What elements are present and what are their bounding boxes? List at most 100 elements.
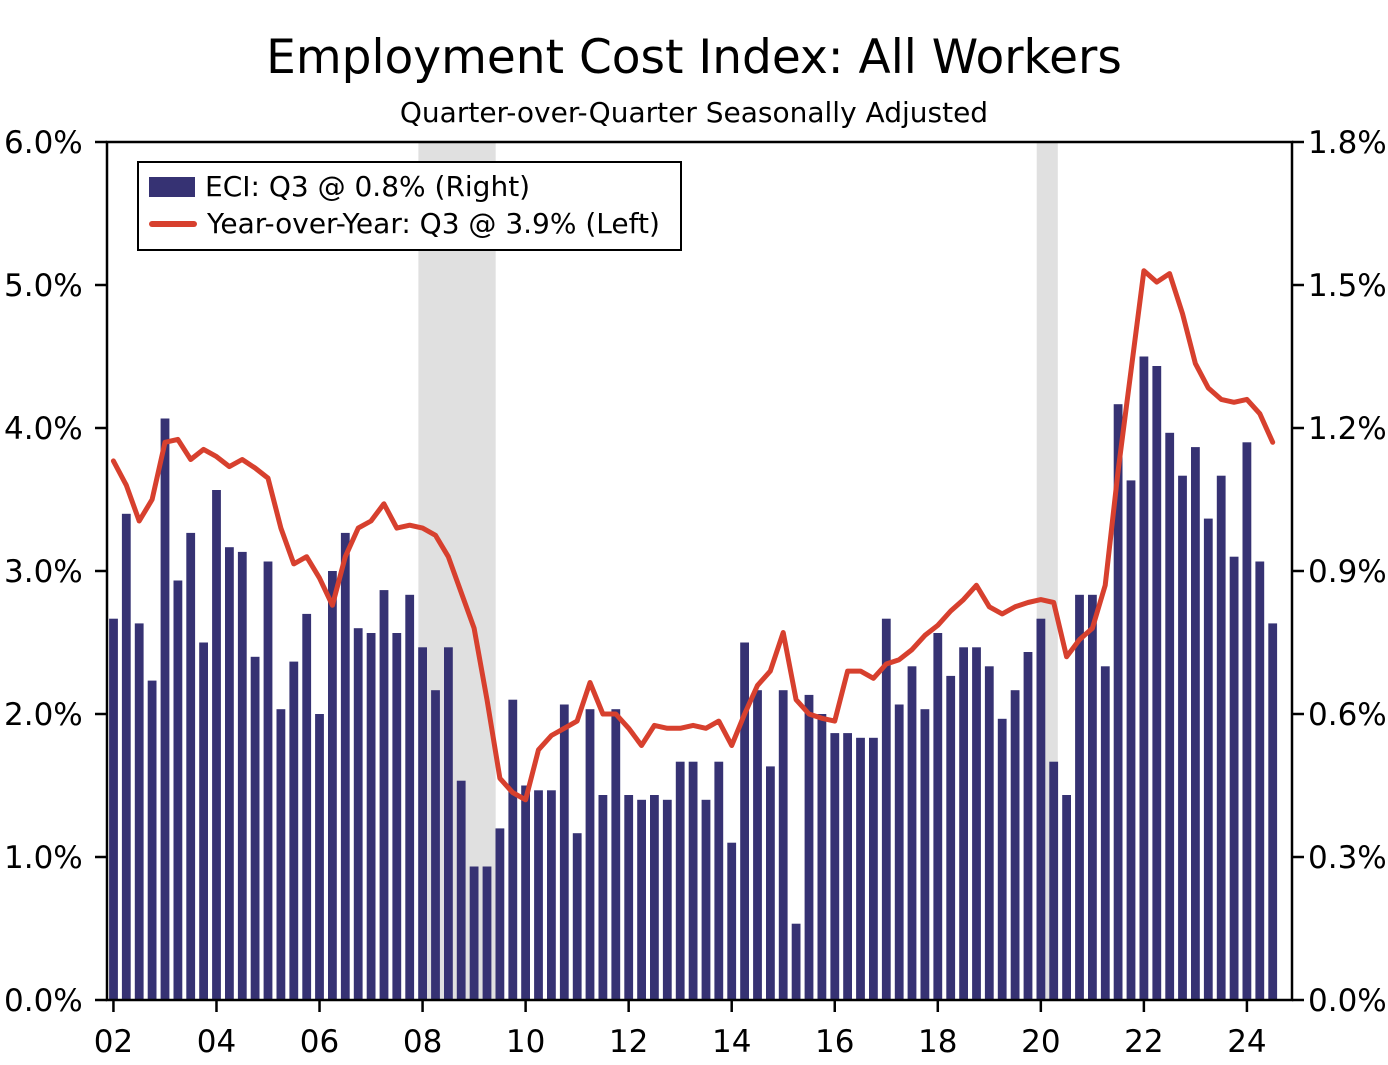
eci-bar (933, 633, 943, 1000)
right-axis-label: 1.8% (1308, 125, 1387, 161)
eci-bar (997, 718, 1007, 1000)
eci-bar (1165, 432, 1175, 1000)
eci-bar (727, 842, 737, 1000)
eci-bar (1113, 404, 1123, 1000)
x-axis-label: 02 (94, 1024, 133, 1060)
eci-bar (559, 704, 569, 1000)
right-axis-label: 0.9% (1308, 554, 1387, 590)
eci-bar (598, 795, 608, 1000)
eci-bar (418, 647, 427, 1000)
eci-bar-swatch-icon (149, 176, 195, 197)
eci-bar (173, 580, 183, 1000)
left-axis-label: 5.0% (4, 268, 83, 304)
left-axis-label: 6.0% (4, 125, 83, 161)
eci-bar (392, 633, 402, 1000)
eci-bar (972, 647, 981, 1000)
eci-bar (984, 666, 994, 1000)
eci-bar (340, 532, 350, 1000)
x-axis-label: 12 (609, 1024, 648, 1060)
eci-bars-group (109, 356, 1278, 1001)
eci-bar (1191, 447, 1200, 1001)
eci-bar (276, 709, 286, 1000)
eci-bar (1036, 618, 1046, 1000)
eci-bar (585, 709, 595, 1000)
eci-bar (199, 642, 208, 1000)
x-axis-label: 16 (815, 1024, 854, 1060)
eci-bar (444, 647, 453, 1000)
eci-bar (1023, 652, 1033, 1000)
eci-bar (1088, 594, 1097, 1000)
eci-bar (637, 799, 646, 1000)
eci-bar (508, 699, 518, 1000)
eci-bar (1075, 594, 1084, 1000)
x-axis-label: 10 (506, 1024, 545, 1060)
eci-bar (186, 532, 196, 1000)
eci-bar (1139, 356, 1149, 1000)
eci-bar (572, 833, 582, 1000)
eci-bar (778, 690, 788, 1000)
eci-bar (431, 690, 440, 1000)
right-axis-label: 0.0% (1308, 983, 1387, 1019)
eci-bar (920, 709, 930, 1000)
eci-bar (405, 594, 415, 1000)
eci-bar (843, 733, 852, 1000)
eci-bar (495, 828, 505, 1000)
x-axis-label: 04 (197, 1024, 236, 1060)
yoy-line (110, 268, 1276, 803)
eci-bar (482, 866, 492, 1000)
x-axis-label: 08 (403, 1024, 442, 1060)
eci-bar (662, 799, 672, 1000)
yoy-legend-label: Year-over-Year: Q3 @ 3.9% (Left) (207, 207, 660, 240)
chart-subtitle: Quarter-over-Quarter Seasonally Adjusted (399, 96, 989, 129)
eci-bar (212, 490, 221, 1000)
eci-bar (1216, 475, 1226, 1000)
eci-bar (830, 733, 840, 1000)
eci-bar (688, 761, 698, 1000)
x-axis-label: 14 (712, 1024, 751, 1060)
eci-bar (766, 766, 775, 1000)
eci-bar (263, 561, 273, 1000)
eci-bar (1126, 480, 1136, 1000)
eci-bar (237, 551, 247, 1000)
legend-item-yoy: Year-over-Year: Q3 @ 3.9% (Left) (149, 207, 660, 240)
x-axis-label: 20 (1021, 1024, 1060, 1060)
eci-bar (1049, 761, 1059, 1000)
eci-bar (353, 628, 363, 1000)
eci-bar (1100, 666, 1110, 1000)
x-axis-label: 18 (918, 1024, 957, 1060)
x-axis-label: 24 (1227, 1024, 1266, 1060)
right-axis-label: 1.5% (1308, 268, 1387, 304)
eci-bar (469, 866, 479, 1000)
left-axis-label: 2.0% (4, 697, 83, 733)
eci-bar (534, 790, 543, 1000)
eci-bar (160, 418, 170, 1000)
eci-bar (134, 623, 144, 1000)
left-axis-label: 3.0% (4, 554, 83, 590)
eci-bar (366, 633, 376, 1000)
eci-bar (740, 642, 749, 1000)
eci-bar (611, 709, 621, 1000)
eci-bar (959, 647, 968, 1000)
eci-bar (1178, 475, 1187, 1000)
eci-bar (521, 785, 530, 1000)
eci-bar (791, 923, 801, 1000)
eci-bar (856, 737, 865, 1000)
eci-bar (1203, 518, 1213, 1000)
eci-bar (147, 680, 157, 1000)
eci-bar (701, 799, 711, 1000)
eci-bar (881, 618, 891, 1000)
eci-bar (753, 690, 762, 1000)
eci-bar (456, 780, 466, 1000)
eci-bar (109, 618, 118, 1000)
eci-bar (907, 666, 917, 1000)
chart-title: Employment Cost Index: All Workers (266, 30, 1122, 85)
right-axis-label: 1.2% (1308, 411, 1387, 447)
eci-bar (1152, 366, 1162, 1000)
eci-bar (624, 795, 634, 1000)
eci-bar (869, 737, 878, 1000)
eci-bar (1229, 556, 1239, 1000)
right-axis-label: 0.3% (1308, 840, 1387, 876)
legend-item-eci: ECI: Q3 @ 0.8% (Right) (149, 170, 660, 203)
yoy-line-swatch-icon (149, 220, 197, 227)
